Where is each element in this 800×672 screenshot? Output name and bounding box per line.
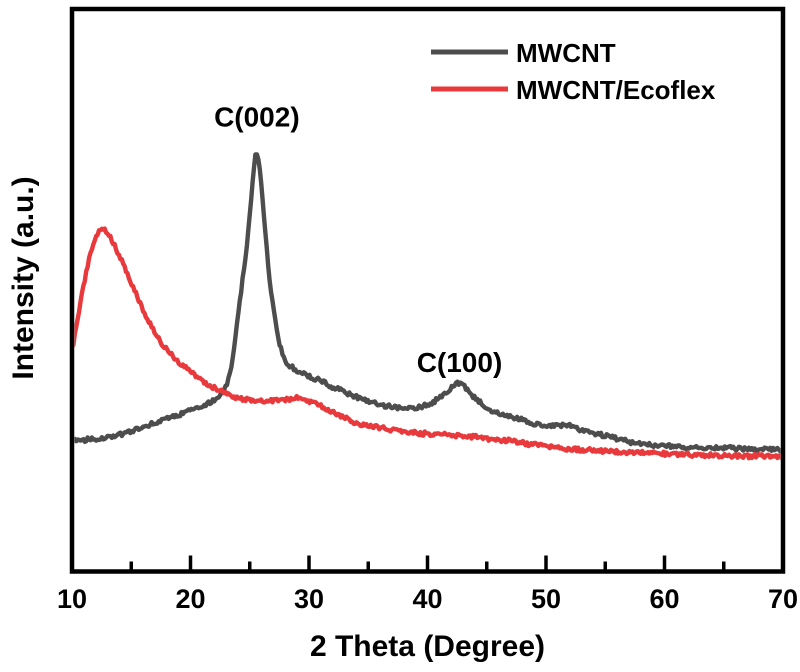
legend-label: MWCNT bbox=[516, 38, 616, 68]
x-tick-label: 30 bbox=[294, 584, 324, 614]
series-line-mwcnt-ecoflex bbox=[74, 226, 781, 461]
x-axis-title: 2 Theta (Degree) bbox=[310, 630, 545, 663]
x-tick-label: 10 bbox=[57, 584, 87, 614]
x-tick-label: 20 bbox=[175, 584, 205, 614]
series-lines bbox=[74, 152, 781, 461]
x-tick-label: 60 bbox=[649, 584, 679, 614]
x-axis-ticks bbox=[70, 555, 785, 570]
legend-label: MWCNT/Ecoflex bbox=[516, 75, 716, 105]
series-line-mwcnt bbox=[74, 152, 781, 454]
plot-border bbox=[69, 6, 786, 574]
x-tick-label: 50 bbox=[531, 584, 561, 614]
x-tick-labels: 10 20 30 40 50 60 70 bbox=[57, 584, 798, 614]
peak-annotation: C(100) bbox=[417, 347, 503, 378]
y-axis-title: Intensity (a.u.) bbox=[7, 176, 40, 379]
x-tick-label: 40 bbox=[412, 584, 442, 614]
x-tick-label: 70 bbox=[768, 584, 798, 614]
peak-annotation: C(002) bbox=[214, 102, 300, 133]
legend: MWCNT MWCNT/Ecoflex bbox=[431, 38, 716, 105]
peak-annotations: C(002) C(100) bbox=[214, 102, 502, 378]
